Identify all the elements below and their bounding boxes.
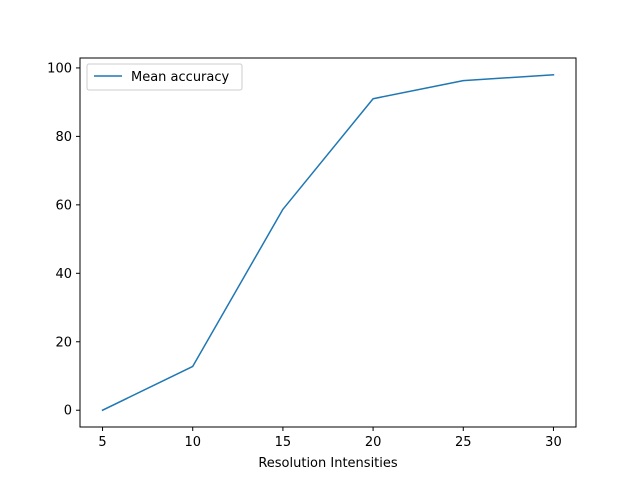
x-tick-label: 25 xyxy=(455,435,472,450)
y-tick-label: 40 xyxy=(55,267,72,282)
x-axis-label: Resolution Intensities xyxy=(258,456,398,471)
legend-label-mean-accuracy: Mean accuracy xyxy=(131,70,230,85)
legend-box xyxy=(86,63,243,91)
x-axis-ticks: 5 10 15 20 25 30 xyxy=(98,427,562,450)
x-tick-label: 15 xyxy=(275,435,292,450)
y-tick-label: 100 xyxy=(47,61,72,76)
axes-frame xyxy=(79,57,577,428)
x-tick-label: 20 xyxy=(365,435,382,450)
y-tick-label: 0 xyxy=(64,404,72,419)
y-tick-label: 60 xyxy=(55,198,72,213)
series-layer xyxy=(101,73,555,412)
y-tick-label: 20 xyxy=(55,335,72,350)
y-tick-label: 80 xyxy=(55,130,72,145)
x-tick-label: 30 xyxy=(545,435,562,450)
y-axis-ticks: 0 20 40 60 80 100 xyxy=(47,61,80,419)
series-line-mean-accuracy xyxy=(101,73,555,412)
legend: Mean accuracy xyxy=(86,63,243,91)
x-tick-label: 5 xyxy=(98,435,106,450)
x-tick-label: 10 xyxy=(184,435,201,450)
